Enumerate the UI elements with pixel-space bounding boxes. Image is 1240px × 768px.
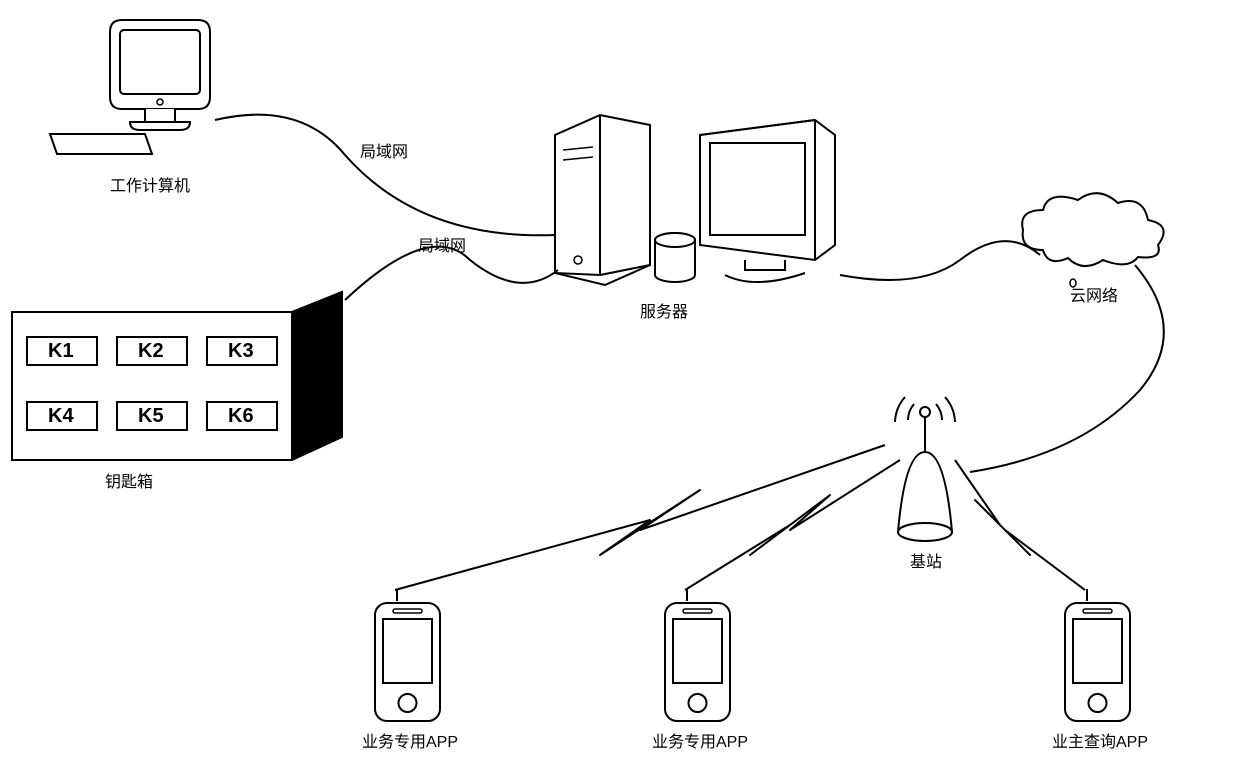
edge-base-phone3	[955, 460, 1085, 590]
edge-workstation-server	[215, 115, 555, 236]
keybox-icon	[12, 292, 342, 460]
slot-k2: K2	[138, 340, 164, 363]
phone-icon-1	[375, 589, 440, 721]
slot-k5: K5	[138, 405, 164, 428]
edge-label-kb-server: 局域网	[418, 232, 466, 256]
edge-label-ws-server: 局域网	[360, 138, 408, 162]
phone-icon-3	[1065, 589, 1130, 721]
slot-k6: K6	[228, 405, 254, 428]
phone-icon-2	[665, 589, 730, 721]
phone3-label: 业主查询APP	[1052, 728, 1148, 752]
workstation-label: 工作计算机	[110, 172, 190, 196]
edge-base-phone2	[685, 460, 900, 590]
slot-k1: K1	[48, 340, 74, 363]
phone1-label: 业务专用APP	[362, 728, 458, 752]
edge-cloud-base	[970, 265, 1164, 472]
base-label: 基站	[910, 548, 942, 572]
slot-k3: K3	[228, 340, 254, 363]
base-station-icon	[895, 397, 955, 541]
phone2-label: 业务专用APP	[652, 728, 748, 752]
slot-k4: K4	[48, 405, 74, 428]
keybox-label: 钥匙箱	[105, 468, 153, 492]
server-icon	[555, 115, 835, 285]
cloud-label: 云网络	[1070, 282, 1118, 306]
server-label: 服务器	[640, 298, 688, 322]
workstation-icon	[50, 20, 210, 154]
edge-server-cloud	[840, 241, 1040, 280]
